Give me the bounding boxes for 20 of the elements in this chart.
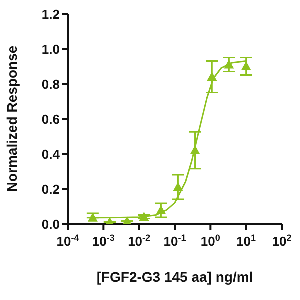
y-tick-label: 0.8: [42, 77, 60, 92]
x-tick-label: 10$^{-3}$: [92, 233, 115, 249]
x-tick-label: 10$^{-4}$: [56, 233, 80, 249]
x-tick-label: 10$^{-2}$: [128, 233, 151, 249]
x-tick-label: 10$^{0}$: [200, 233, 220, 249]
point: [173, 182, 184, 192]
x-tick-label: 10$^{-1}$: [164, 233, 186, 249]
x-axis-title: [FGF2-G3 145 aa] ng/ml: [96, 269, 254, 285]
y-tick-label: 0.4: [42, 147, 61, 162]
y-tick-label: 0.6: [42, 112, 60, 127]
y-tick-label: 1.0: [42, 42, 60, 57]
x-tick-label: 10$^{1}$: [236, 233, 256, 249]
y-tick-label: 1.2: [42, 7, 60, 22]
y-axis-title: Normalized Response: [4, 46, 20, 192]
point: [122, 216, 132, 224]
y-tick-label: 0.0: [42, 217, 60, 232]
point: [88, 212, 98, 222]
point: [241, 62, 252, 70]
x-tick-label: 10$^{2}$: [272, 233, 292, 249]
y-tick-label: 0.2: [42, 182, 60, 197]
